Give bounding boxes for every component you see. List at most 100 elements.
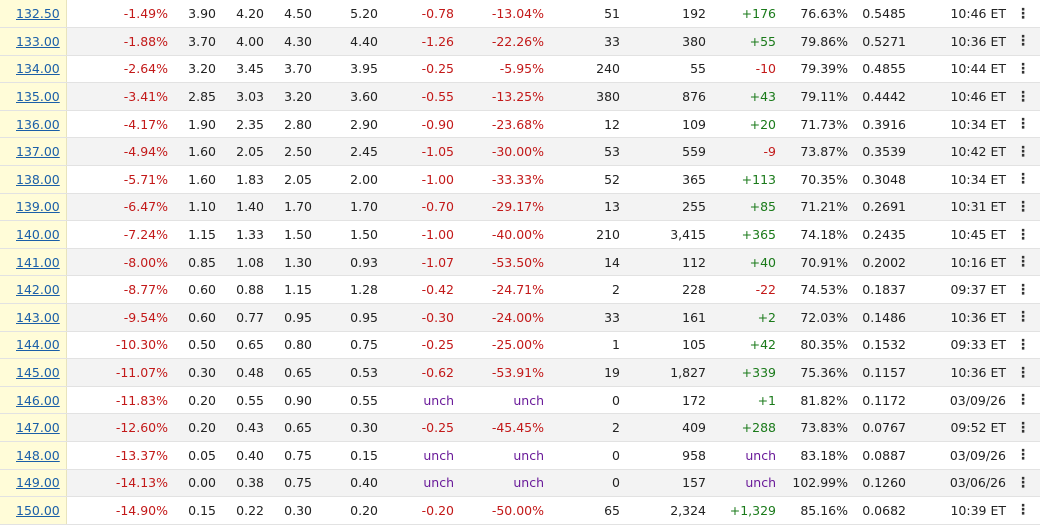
strike-cell: 148.00 bbox=[0, 441, 67, 470]
ask-cell: 0.65 bbox=[264, 358, 312, 387]
table-row: 145.00 -11.07% 0.30 0.48 0.65 0.53 -0.62 -53.91… bbox=[0, 358, 1040, 387]
strike-link[interactable]: 149.00 bbox=[16, 475, 60, 491]
strike-link[interactable]: 146.00 bbox=[16, 392, 60, 408]
volume-cell: 51 bbox=[544, 0, 620, 29]
oi-change-cell: +1 bbox=[706, 386, 776, 415]
vertical-ellipsis-icon[interactable]: ⋮ bbox=[1006, 275, 1040, 305]
last-cell: 0.20 bbox=[312, 496, 378, 525]
vertical-ellipsis-icon[interactable]: ⋮ bbox=[1006, 496, 1040, 525]
strike-cell: 147.00 bbox=[0, 413, 67, 442]
open-interest-cell: 192 bbox=[620, 0, 706, 29]
percent-change-cell: -24.71% bbox=[454, 275, 544, 305]
oi-change-cell: +2 bbox=[706, 303, 776, 332]
volume-cell: 53 bbox=[544, 137, 620, 167]
delta-cell: 0.4855 bbox=[848, 55, 906, 84]
bid-cell: 0.00 bbox=[168, 469, 216, 498]
moneyness-cell: -4.17% bbox=[66, 110, 168, 139]
vertical-ellipsis-icon[interactable]: ⋮ bbox=[1006, 110, 1040, 139]
volume-cell: 14 bbox=[544, 248, 620, 277]
iv-cell: 85.16% bbox=[776, 496, 848, 525]
open-interest-cell: 172 bbox=[620, 386, 706, 415]
moneyness-cell: -11.83% bbox=[66, 386, 168, 415]
iv-cell: 81.82% bbox=[776, 386, 848, 415]
mid-cell: 1.08 bbox=[216, 248, 264, 277]
last-cell: 2.45 bbox=[312, 137, 378, 167]
vertical-ellipsis-icon[interactable]: ⋮ bbox=[1006, 469, 1040, 498]
strike-link[interactable]: 143.00 bbox=[16, 309, 60, 325]
strike-link[interactable]: 147.00 bbox=[16, 420, 60, 436]
time-cell: 09:52 ET bbox=[906, 413, 1006, 442]
moneyness-cell: -14.90% bbox=[66, 496, 168, 525]
oi-change-cell: +365 bbox=[706, 220, 776, 249]
vertical-ellipsis-icon[interactable]: ⋮ bbox=[1006, 55, 1040, 84]
percent-change-cell: -53.50% bbox=[454, 248, 544, 277]
volume-cell: 0 bbox=[544, 386, 620, 415]
table-row: 146.00 -11.83% 0.20 0.55 0.90 0.55 unch unch 0 17… bbox=[0, 386, 1040, 415]
vertical-ellipsis-icon[interactable]: ⋮ bbox=[1006, 386, 1040, 415]
strike-link[interactable]: 145.00 bbox=[16, 365, 60, 381]
iv-cell: 79.39% bbox=[776, 55, 848, 84]
strike-link[interactable]: 144.00 bbox=[16, 337, 60, 353]
vertical-ellipsis-icon[interactable]: ⋮ bbox=[1006, 165, 1040, 194]
strike-link[interactable]: 150.00 bbox=[16, 502, 60, 518]
bid-cell: 0.60 bbox=[168, 303, 216, 332]
moneyness-cell: -2.64% bbox=[66, 55, 168, 84]
percent-change-cell: -13.25% bbox=[454, 82, 544, 111]
vertical-ellipsis-icon[interactable]: ⋮ bbox=[1006, 303, 1040, 332]
strike-cell: 140.00 bbox=[0, 220, 67, 249]
table-row: 150.00 -14.90% 0.15 0.22 0.30 0.20 -0.20 -50.00… bbox=[0, 496, 1040, 525]
percent-change-cell: -13.04% bbox=[454, 0, 544, 29]
vertical-ellipsis-icon[interactable]: ⋮ bbox=[1006, 413, 1040, 442]
strike-link[interactable]: 141.00 bbox=[16, 254, 60, 270]
delta-cell: 0.3916 bbox=[848, 110, 906, 139]
strike-cell: 142.00 bbox=[0, 275, 67, 305]
strike-link[interactable]: 142.00 bbox=[16, 282, 60, 298]
vertical-ellipsis-icon[interactable]: ⋮ bbox=[1006, 82, 1040, 111]
strike-link[interactable]: 136.00 bbox=[16, 116, 60, 132]
strike-link[interactable]: 134.00 bbox=[16, 61, 60, 77]
bid-cell: 0.60 bbox=[168, 275, 216, 305]
strike-link[interactable]: 137.00 bbox=[16, 144, 60, 160]
bid-cell: 1.15 bbox=[168, 220, 216, 249]
volume-cell: 1 bbox=[544, 331, 620, 360]
strike-link[interactable]: 148.00 bbox=[16, 447, 60, 463]
vertical-ellipsis-icon[interactable]: ⋮ bbox=[1006, 137, 1040, 167]
time-cell: 03/09/26 bbox=[906, 386, 1006, 415]
last-cell: 4.40 bbox=[312, 27, 378, 56]
vertical-ellipsis-icon[interactable]: ⋮ bbox=[1006, 193, 1040, 222]
moneyness-cell: -14.13% bbox=[66, 469, 168, 498]
oi-change-cell: +176 bbox=[706, 0, 776, 29]
strike-link[interactable]: 138.00 bbox=[16, 171, 60, 187]
vertical-ellipsis-icon[interactable]: ⋮ bbox=[1006, 331, 1040, 360]
iv-cell: 74.18% bbox=[776, 220, 848, 249]
iv-cell: 76.63% bbox=[776, 0, 848, 29]
vertical-ellipsis-icon[interactable]: ⋮ bbox=[1006, 358, 1040, 387]
vertical-ellipsis-icon[interactable]: ⋮ bbox=[1006, 0, 1040, 29]
strike-link[interactable]: 140.00 bbox=[16, 227, 60, 243]
last-cell: 3.95 bbox=[312, 55, 378, 84]
change-cell: -0.62 bbox=[378, 358, 454, 387]
vertical-ellipsis-icon[interactable]: ⋮ bbox=[1006, 441, 1040, 470]
strike-link[interactable]: 135.00 bbox=[16, 89, 60, 105]
vertical-ellipsis-icon[interactable]: ⋮ bbox=[1006, 27, 1040, 56]
delta-cell: 0.2435 bbox=[848, 220, 906, 249]
change-cell: -0.25 bbox=[378, 331, 454, 360]
time-cell: 09:33 ET bbox=[906, 331, 1006, 360]
last-cell: 3.60 bbox=[312, 82, 378, 111]
ask-cell: 0.75 bbox=[264, 441, 312, 470]
oi-change-cell: +85 bbox=[706, 193, 776, 222]
vertical-ellipsis-icon[interactable]: ⋮ bbox=[1006, 248, 1040, 277]
delta-cell: 0.5271 bbox=[848, 27, 906, 56]
volume-cell: 33 bbox=[544, 27, 620, 56]
time-cell: 10:42 ET bbox=[906, 137, 1006, 167]
last-cell: 2.00 bbox=[312, 165, 378, 194]
vertical-ellipsis-icon[interactable]: ⋮ bbox=[1006, 220, 1040, 249]
percent-change-cell: -25.00% bbox=[454, 331, 544, 360]
strike-link[interactable]: 133.00 bbox=[16, 33, 60, 49]
strike-link[interactable]: 139.00 bbox=[16, 199, 60, 215]
change-cell: -0.70 bbox=[378, 193, 454, 222]
volume-cell: 240 bbox=[544, 55, 620, 84]
iv-cell: 74.53% bbox=[776, 275, 848, 305]
mid-cell: 0.55 bbox=[216, 386, 264, 415]
strike-link[interactable]: 132.50 bbox=[16, 6, 60, 22]
